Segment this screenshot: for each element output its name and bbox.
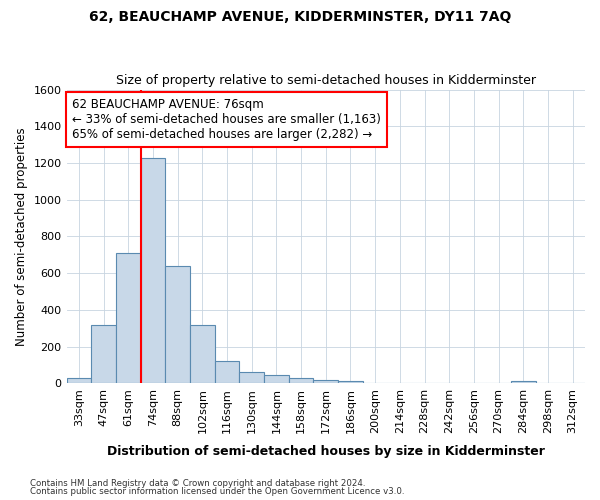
Bar bbox=[215, 362, 239, 384]
Bar bbox=[338, 380, 363, 384]
Bar bbox=[67, 378, 91, 384]
Title: Size of property relative to semi-detached houses in Kidderminster: Size of property relative to semi-detach… bbox=[116, 74, 536, 87]
Bar bbox=[190, 324, 215, 384]
Text: 62 BEAUCHAMP AVENUE: 76sqm
← 33% of semi-detached houses are smaller (1,163)
65%: 62 BEAUCHAMP AVENUE: 76sqm ← 33% of semi… bbox=[72, 98, 380, 142]
Y-axis label: Number of semi-detached properties: Number of semi-detached properties bbox=[15, 127, 28, 346]
Text: Contains public sector information licensed under the Open Government Licence v3: Contains public sector information licen… bbox=[30, 487, 404, 496]
Bar bbox=[264, 375, 289, 384]
Text: 62, BEAUCHAMP AVENUE, KIDDERMINSTER, DY11 7AQ: 62, BEAUCHAMP AVENUE, KIDDERMINSTER, DY1… bbox=[89, 10, 511, 24]
X-axis label: Distribution of semi-detached houses by size in Kidderminster: Distribution of semi-detached houses by … bbox=[107, 444, 545, 458]
Bar bbox=[116, 253, 140, 384]
Bar bbox=[289, 378, 313, 384]
Bar bbox=[140, 158, 165, 384]
Text: Contains HM Land Registry data © Crown copyright and database right 2024.: Contains HM Land Registry data © Crown c… bbox=[30, 478, 365, 488]
Bar bbox=[313, 380, 338, 384]
Bar bbox=[165, 266, 190, 384]
Bar bbox=[511, 380, 536, 384]
Bar bbox=[239, 372, 264, 384]
Bar bbox=[91, 324, 116, 384]
